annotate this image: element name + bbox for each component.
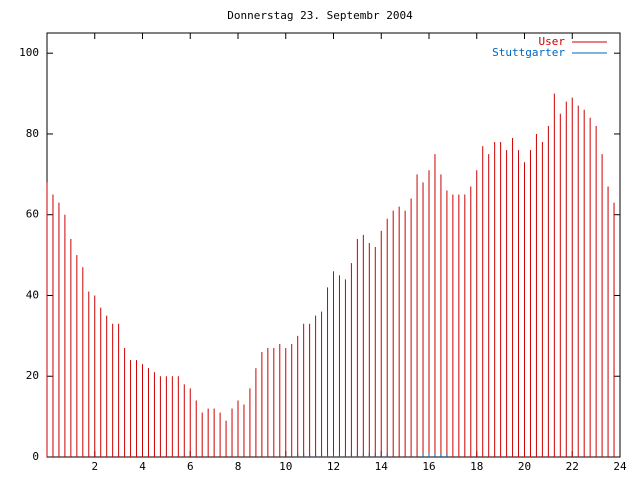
x-tick-label: 2 [91, 460, 98, 473]
legend-label: User [539, 35, 566, 48]
y-tick-label: 60 [26, 208, 39, 221]
y-tick-label: 80 [26, 127, 39, 140]
x-tick-label: 14 [375, 460, 389, 473]
x-tick-label: 4 [139, 460, 146, 473]
x-tick-label: 8 [235, 460, 242, 473]
x-tick-label: 6 [187, 460, 194, 473]
x-tick-label: 10 [279, 460, 292, 473]
x-tick-label: 12 [327, 460, 340, 473]
y-tick-label: 0 [32, 450, 39, 463]
x-tick-label: 24 [613, 460, 627, 473]
x-tick-label: 16 [422, 460, 435, 473]
legend-label: Stuttgarter [492, 46, 565, 59]
y-tick-label: 100 [19, 46, 39, 59]
y-tick-label: 20 [26, 369, 39, 382]
x-tick-label: 18 [470, 460, 483, 473]
y-tick-label: 40 [26, 288, 39, 301]
x-tick-label: 20 [518, 460, 531, 473]
chart-title: Donnerstag 23. Septembr 2004 [227, 9, 413, 22]
x-tick-label: 22 [566, 460, 579, 473]
